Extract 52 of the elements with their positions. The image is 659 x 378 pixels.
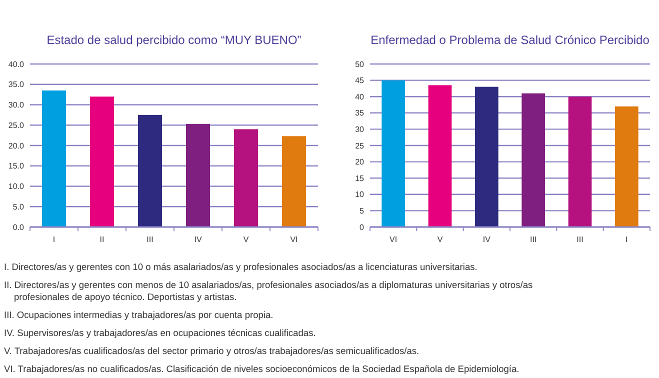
bar <box>138 114 162 227</box>
text: IV. Supervisores/as y trabajadores/as en ocupaciones técnicas cualificadas. <box>4 328 316 338</box>
bar <box>568 96 592 227</box>
y-tick-label: 0.0 <box>12 222 25 232</box>
y-tick-label: 15 <box>355 174 365 183</box>
x-tick-label: IV <box>482 235 492 244</box>
x-tick-label: V <box>243 235 250 244</box>
y-tick-label: 30 <box>355 125 365 134</box>
y-tick-label: 20 <box>355 158 365 167</box>
y-tick-label: 20.0 <box>8 141 25 150</box>
text: II. Directores/as y gerentes con menos de 10 asalariados/as, profesionales asociados/as a diplomaturas universitarias y otros/as profesionales de apoyo técnico. Deportistas y artistas. <box>4 280 533 302</box>
y-tick-label: 50 <box>355 60 365 69</box>
y-tick-label: 40 <box>355 92 365 102</box>
y-tick-label: 40.0 <box>8 60 25 69</box>
x-tick-label: I <box>626 235 628 244</box>
y-tick-label: 5.0 <box>12 202 25 212</box>
y-tick-label: 25 <box>355 141 365 150</box>
y-tick-label: 15.0 <box>8 162 25 171</box>
y-tick-label: 30.0 <box>8 100 25 110</box>
bar <box>615 106 638 227</box>
x-tick-label: V <box>437 235 444 244</box>
x-tick-label: I <box>52 235 56 244</box>
x-tick-label: III <box>530 235 537 244</box>
bar <box>428 85 452 227</box>
text: V. Trabajadores/as cualificados/as del sector primario y otros/as trabajadores/as semicualificados/as. <box>4 346 420 356</box>
y-tick-label: 10.0 <box>8 182 25 192</box>
x-tick-label: II <box>100 235 104 244</box>
bar <box>42 90 66 227</box>
text: I. Directores/as y gerentes con 10 o más asalariados/as y profesionales asociados/as a licenciaturas universitarias. <box>4 262 478 272</box>
bar <box>522 93 545 227</box>
y-tick-label: 25.0 <box>8 120 25 130</box>
x-tick-label: III <box>576 235 584 244</box>
bar <box>186 124 210 227</box>
bar <box>475 86 498 227</box>
chart-title: Enfermedad o Problema de Salud Crónico Percibido <box>370 33 650 47</box>
x-tick-label: VI <box>290 235 298 244</box>
chart-title: Estado de salud percibido como “MUY BUENO” <box>46 33 302 47</box>
y-tick-label: 35 <box>355 108 365 118</box>
bar <box>382 80 405 227</box>
x-tick-label: III <box>146 235 154 244</box>
bar <box>234 129 258 227</box>
bar <box>282 136 306 227</box>
text: VI. Trabajadores/as no cualificados/as. Clasificación de niveles socioeconómicos de la Sociedad Española de Epidemiología. <box>4 364 520 374</box>
y-tick-label: 10 <box>355 190 365 200</box>
x-tick-label: VI <box>390 235 398 244</box>
text: III. Ocupaciones intermedias y trabajadores/as por cuenta propia. <box>4 310 274 320</box>
bar <box>90 96 114 227</box>
y-tick-label: 5 <box>360 206 365 216</box>
y-tick-label: 35.0 <box>8 80 25 90</box>
y-tick-label: 45 <box>355 76 365 86</box>
y-tick-label: 0 <box>360 222 365 232</box>
x-tick-label: IV <box>194 235 202 244</box>
